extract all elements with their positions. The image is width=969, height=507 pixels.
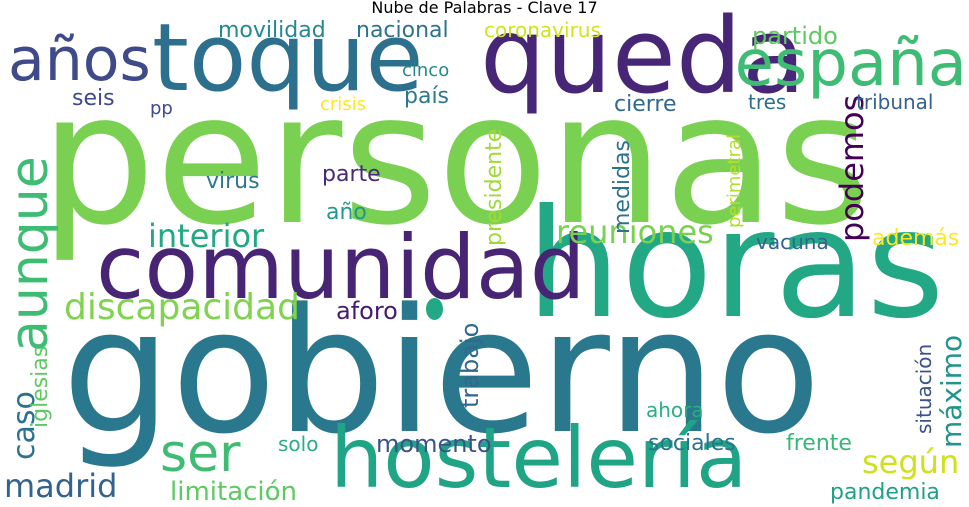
word-ser: ser — [160, 424, 241, 484]
word-cierre: cierre — [614, 92, 677, 117]
word-aunque: aunque — [0, 156, 60, 352]
word-discapacidad: discapacidad — [64, 287, 300, 328]
word-máximo: máximo — [935, 334, 968, 448]
word-comunidad: comunidad — [96, 216, 586, 319]
word-coronavirus: coronavirus — [484, 18, 601, 42]
word-toque: toque — [152, 4, 424, 113]
word-reuniones: reuniones — [556, 213, 714, 251]
word-interior: interior — [148, 217, 265, 255]
word-horas: horas — [526, 178, 945, 352]
word-nacional: nacional — [356, 18, 449, 43]
word-perimetral: perimetral — [724, 134, 745, 228]
word-sociales: sociales — [648, 431, 736, 456]
word-presidente: presidente — [482, 128, 507, 246]
word-seis: seis — [72, 86, 115, 111]
word-situación: situación — [912, 343, 936, 434]
word-aforo: aforo — [336, 297, 398, 325]
word-parte: parte — [322, 162, 381, 187]
word-madrid: madrid — [4, 467, 118, 505]
word-pp: pp — [150, 98, 173, 119]
word-medidas: medidas — [610, 140, 635, 234]
word-solo: solo — [278, 432, 319, 456]
word-trabajo: trabajo — [456, 322, 484, 408]
word-tribunal: tribunal — [856, 90, 934, 114]
word-movilidad: movilidad — [218, 18, 326, 43]
word-cinco: cinco — [402, 60, 450, 81]
word-además: además — [872, 226, 960, 251]
word-año: año — [326, 200, 367, 225]
word-podemos: podemos — [833, 94, 871, 242]
word-vacuna: vacuna — [756, 230, 829, 254]
chart-title: Nube de Palabras - Clave 17 — [371, 0, 598, 17]
word-queda: queda — [480, 0, 806, 117]
word-ahora: ahora — [646, 398, 704, 422]
word-país: país — [404, 84, 450, 109]
word-limitación: limitación — [170, 477, 298, 507]
word-hostelería: hostelería — [330, 409, 748, 507]
word-personas: personas — [40, 53, 871, 265]
word-gobierno: gobierno — [62, 271, 822, 472]
word-años: años — [8, 25, 151, 95]
word-partido: partido — [752, 22, 838, 50]
decorative-dot — [426, 298, 443, 320]
word-tres: tres — [748, 90, 787, 114]
word-crisis: crisis — [320, 94, 367, 115]
word-virus: virus — [206, 169, 260, 194]
word-según: según — [862, 443, 960, 481]
word-momento: momento — [376, 430, 492, 458]
word-españa: españa — [734, 27, 967, 101]
word-pandemia: pandemia — [830, 480, 940, 505]
word-frente: frente — [786, 431, 852, 456]
word-iglesias: iglesias — [28, 345, 53, 428]
